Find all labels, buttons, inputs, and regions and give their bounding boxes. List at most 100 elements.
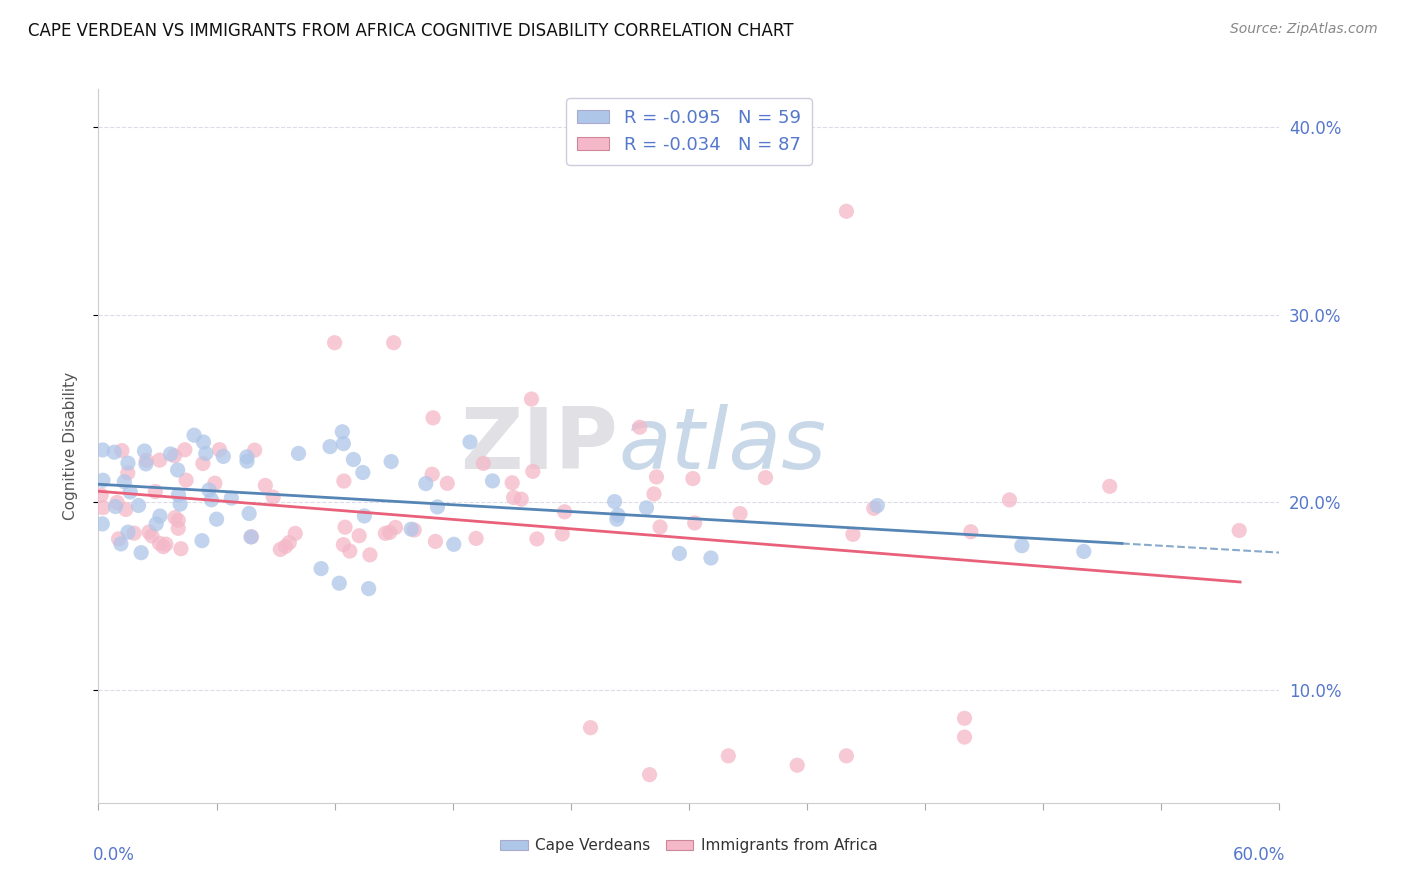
Point [159, 447, 181, 461]
Point [149, 509, 172, 524]
Point [648, 520, 671, 534]
Point [135, 457, 157, 471]
Point [415, 476, 437, 491]
Point [128, 499, 150, 513]
Point [953, 711, 976, 725]
Point [357, 582, 380, 596]
Point [436, 476, 458, 491]
Point [420, 467, 443, 482]
Point [174, 473, 197, 487]
Point [579, 721, 602, 735]
Point [236, 454, 259, 468]
Point [191, 457, 214, 471]
Point [117, 525, 139, 540]
Point [134, 444, 156, 458]
Point [183, 428, 205, 442]
Point [135, 453, 157, 467]
Point [638, 767, 661, 781]
Point [481, 474, 503, 488]
Point [110, 537, 132, 551]
Point [465, 532, 488, 546]
Point [636, 500, 658, 515]
Point [359, 548, 381, 562]
Point [520, 392, 543, 406]
Point [551, 527, 574, 541]
Point [603, 494, 626, 508]
Legend: Cape Verdeans, Immigrants from Africa: Cape Verdeans, Immigrants from Africa [494, 832, 884, 859]
Point [378, 525, 401, 540]
Point [254, 478, 277, 492]
Point [167, 513, 190, 527]
Point [117, 466, 139, 480]
Point [212, 450, 235, 464]
Point [380, 454, 402, 468]
Point [103, 445, 125, 459]
Point [194, 446, 217, 460]
Point [554, 505, 576, 519]
Point [309, 561, 332, 575]
Point [122, 526, 145, 541]
Point [155, 537, 177, 551]
Point [522, 464, 544, 478]
Point [668, 546, 690, 560]
Point [347, 529, 370, 543]
Point [682, 472, 704, 486]
Point [143, 484, 166, 499]
Point [960, 524, 983, 539]
Point [333, 520, 356, 534]
Point [138, 524, 160, 539]
Point [842, 527, 865, 541]
Point [786, 758, 808, 772]
Point [112, 475, 135, 489]
Point [208, 442, 231, 457]
Point [502, 491, 524, 505]
Point [862, 501, 884, 516]
Point [91, 442, 114, 457]
Point [170, 541, 193, 556]
Point [236, 450, 259, 464]
Point [332, 436, 354, 450]
Point [425, 534, 447, 549]
Text: Source: ZipAtlas.com: Source: ZipAtlas.com [1230, 22, 1378, 37]
Point [287, 446, 309, 460]
Point [105, 495, 128, 509]
Point [332, 538, 354, 552]
Point [221, 491, 243, 505]
Point [274, 540, 297, 554]
Point [238, 507, 260, 521]
Point [339, 544, 361, 558]
Point [91, 473, 114, 487]
Point [353, 508, 375, 523]
Point [167, 521, 190, 535]
Point [1073, 544, 1095, 558]
Point [835, 204, 858, 219]
Y-axis label: Cognitive Disability: Cognitive Disability [63, 372, 77, 520]
Point [117, 456, 139, 470]
Point [319, 440, 342, 454]
Point [683, 516, 706, 530]
Point [458, 435, 481, 450]
Point [1011, 539, 1033, 553]
Point [191, 533, 214, 548]
Point [152, 540, 174, 554]
Point [200, 492, 222, 507]
Point [728, 507, 751, 521]
Point [645, 470, 668, 484]
Point [501, 475, 523, 490]
Point [1227, 524, 1250, 538]
Point [104, 500, 127, 514]
Point [526, 532, 548, 546]
Point [700, 551, 723, 566]
Point [998, 492, 1021, 507]
Point [352, 466, 374, 480]
Point [328, 576, 350, 591]
Text: 60.0%: 60.0% [1233, 846, 1285, 863]
Point [114, 502, 136, 516]
Point [129, 546, 152, 560]
Point [278, 535, 301, 549]
Point [382, 335, 405, 350]
Point [606, 512, 628, 526]
Text: 0.0%: 0.0% [93, 846, 135, 863]
Point [193, 435, 215, 450]
Point [510, 492, 533, 507]
